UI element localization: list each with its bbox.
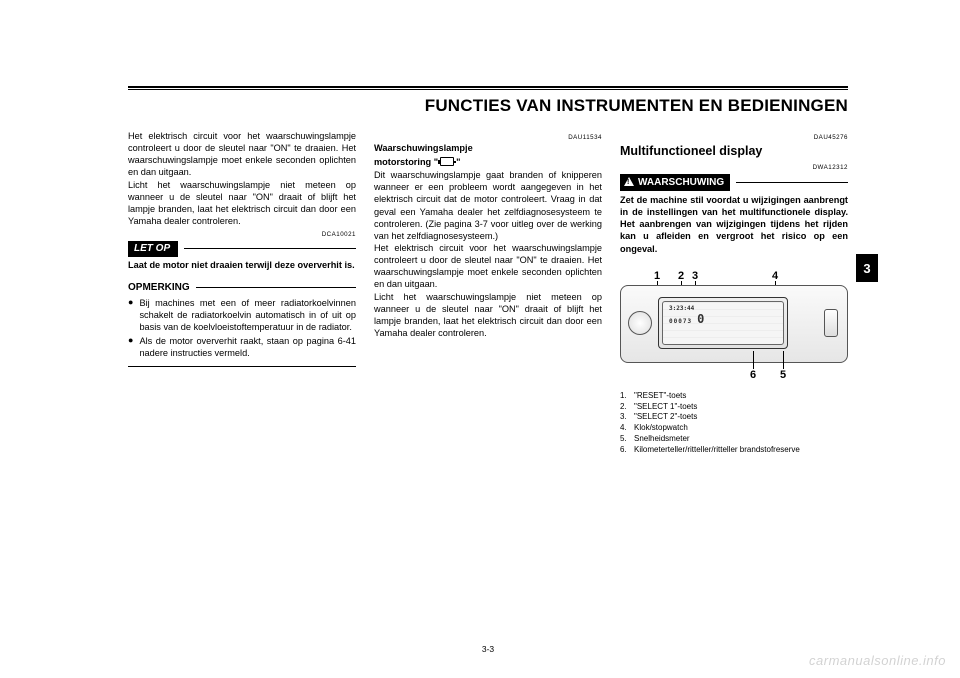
note-rule bbox=[196, 287, 356, 288]
callout-number: 6 bbox=[750, 368, 756, 383]
warning-badge: WAARSCHUWING bbox=[620, 174, 730, 191]
list-item: ● Bij machines met een of meer radiatork… bbox=[128, 297, 356, 333]
column-1: Het elektrisch circuit voor het waarschu… bbox=[128, 130, 356, 456]
figure-key-list: "RESET"-toets "SELECT 1"-toets "SELECT 2… bbox=[620, 391, 848, 456]
display-figure: 1 2 3 4 3:23:44 00073 0 5 6 bbox=[620, 267, 848, 385]
ref-code: DAU45276 bbox=[620, 134, 848, 142]
header-rule-bottom bbox=[128, 89, 848, 90]
list-item-text: Bij machines met een of meer radiatorkoe… bbox=[139, 297, 356, 333]
header-rule-top bbox=[128, 86, 848, 88]
figure-key-item: "SELECT 2"-toets bbox=[620, 412, 848, 423]
figure-key-item: Snelheidsmeter bbox=[620, 434, 848, 445]
paragraph: Licht het waarschuwingslampje niet metee… bbox=[374, 291, 602, 340]
callout-line bbox=[753, 351, 754, 369]
topic-heading: Multifunctioneel display bbox=[620, 143, 848, 160]
knob-illustration bbox=[628, 311, 652, 335]
figure-key-item: "RESET"-toets bbox=[620, 391, 848, 402]
lcd-row: 00073 0 bbox=[669, 313, 777, 327]
lcd-value: 3:23:44 bbox=[669, 305, 694, 312]
subheading: motorstoring " " bbox=[374, 156, 602, 169]
engine-warning-icon bbox=[440, 157, 454, 166]
figure-key-item: "SELECT 1"-toets bbox=[620, 402, 848, 413]
warning-text: Zet de machine stil voordat u wijziginge… bbox=[620, 194, 848, 255]
key-text: "SELECT 1"-toets bbox=[634, 402, 697, 413]
bullet-icon: ● bbox=[128, 297, 133, 308]
figure-key-item: Klok/stopwatch bbox=[620, 423, 848, 434]
subheading: Waarschuwingslampje bbox=[374, 143, 602, 155]
ref-code: DCA10021 bbox=[128, 231, 356, 239]
subheading-part: " bbox=[456, 157, 460, 167]
note-label: OPMERKING bbox=[128, 281, 190, 294]
callout-line bbox=[783, 351, 784, 369]
figure-key-item: Kilometerteller/ritteller/ritteller bran… bbox=[620, 445, 848, 456]
button-illustration bbox=[824, 309, 838, 337]
chapter-tab: 3 bbox=[856, 254, 878, 282]
callout-number: 5 bbox=[780, 368, 786, 383]
paragraph: Licht het waarschuwingslampje niet metee… bbox=[128, 179, 356, 228]
list-item: ● Als de motor oververhit raakt, staan o… bbox=[128, 335, 356, 359]
lcd-value: 00073 bbox=[669, 318, 692, 325]
warning-heading-row: WAARSCHUWING bbox=[620, 174, 848, 191]
key-text: "SELECT 2"-toets bbox=[634, 412, 697, 423]
caution-heading-row: LET OP bbox=[128, 241, 356, 256]
paragraph: Dit waarschuwingslampje gaat branden of … bbox=[374, 169, 602, 242]
note-list: ● Bij machines met een of meer radiatork… bbox=[128, 297, 356, 360]
bullet-icon: ● bbox=[128, 335, 133, 346]
warning-triangle-icon bbox=[624, 177, 634, 186]
list-item-text: Als de motor oververhit raakt, staan op … bbox=[139, 335, 356, 359]
key-text: "RESET"-toets bbox=[634, 391, 686, 402]
ref-code: DWA12312 bbox=[620, 164, 848, 172]
paragraph: Het elektrisch circuit voor het waarschu… bbox=[374, 242, 602, 291]
caution-rule bbox=[184, 248, 356, 249]
page-number: 3-3 bbox=[128, 644, 848, 654]
warning-rule bbox=[736, 182, 848, 183]
content-columns: Het elektrisch circuit voor het waarschu… bbox=[128, 130, 848, 456]
key-text: Kilometerteller/ritteller/ritteller bran… bbox=[634, 445, 800, 456]
lcd-row: 3:23:44 bbox=[669, 306, 777, 313]
section-header: FUNCTIES VAN INSTRUMENTEN EN BEDIENINGEN bbox=[128, 96, 848, 116]
note-heading-row: OPMERKING bbox=[128, 281, 356, 294]
ref-code: DAU11534 bbox=[374, 134, 602, 142]
lcd-content: 3:23:44 00073 0 bbox=[662, 301, 784, 345]
warning-label: WAARSCHUWING bbox=[638, 176, 724, 189]
key-text: Klok/stopwatch bbox=[634, 423, 688, 434]
key-text: Snelheidsmeter bbox=[634, 434, 690, 445]
separator-rule bbox=[128, 366, 356, 367]
column-3: DAU45276 Multifunctioneel display DWA123… bbox=[620, 130, 848, 456]
subheading-part: motorstoring " bbox=[374, 157, 438, 167]
page-container: FUNCTIES VAN INSTRUMENTEN EN BEDIENINGEN… bbox=[128, 86, 848, 626]
watermark: carmanualsonline.info bbox=[809, 653, 946, 668]
caution-text: Laat de motor niet draaien terwijl deze … bbox=[128, 259, 356, 271]
caution-badge: LET OP bbox=[128, 241, 178, 256]
paragraph: Het elektrisch circuit voor het waarschu… bbox=[128, 130, 356, 179]
column-2: DAU11534 Waarschuwingslampje motorstorin… bbox=[374, 130, 602, 456]
lcd-value: 0 bbox=[697, 312, 704, 326]
